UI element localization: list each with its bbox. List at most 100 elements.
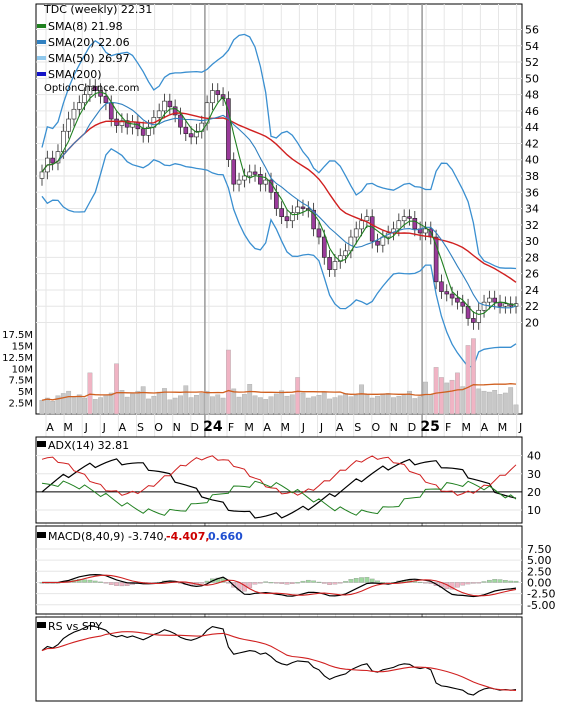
volume-bar [241,394,247,415]
macd-histogram-bar [343,581,348,583]
volume-bar [492,390,498,415]
candle-body [433,236,439,283]
volume-bar [470,338,476,415]
candle-body [407,216,412,219]
macd-tick-label: 5.00 [527,554,552,567]
volume-bar [76,394,82,415]
candle-body [412,218,418,230]
volume-bar [44,397,50,415]
candle-body [263,179,268,185]
candle-body [215,90,221,95]
volume-bar [295,377,301,415]
volume-bar [353,395,359,415]
volume-bar [130,393,135,415]
macd-histogram-bar [353,578,359,583]
macd-line [42,573,517,598]
candle-body [162,100,167,112]
candle-body [300,206,306,209]
candle-body [369,216,375,242]
volume-bar [513,404,519,415]
volume-bar [391,397,396,415]
candle-body [460,301,466,307]
volume-tick-label: 12.5M [2,353,33,364]
price-tick-label: 38 [525,170,539,183]
x-tick-label: D [408,421,416,434]
price-tick-label: 56 [525,24,539,37]
macd-histogram-bar [332,582,338,585]
volume-bar [146,398,151,415]
volume-bar [162,388,167,415]
price-tick-label: 48 [525,89,539,102]
macd-histogram-bar [284,582,290,585]
adx-line [41,458,517,519]
volume-bar [151,395,157,415]
volume-bar [194,395,199,415]
volume-bar [327,398,332,415]
candle-body [172,106,178,116]
volume-bar [385,393,391,415]
volume-bar [226,349,231,415]
x-tick-label: A [119,421,127,434]
macd-y-axis: 7.505.002.500.00-2.50-5.00 [527,543,555,612]
volume-bar [300,392,306,415]
adx-tick-label: 20 [527,486,541,499]
macd-histogram-bar [348,579,354,583]
volume-average-line [41,383,517,401]
price-tick-label: 22 [525,300,539,313]
macd-tick-label: 0.00 [527,576,552,589]
volume-bar [215,394,221,415]
volume-bar [82,397,88,415]
x-tick-label: S [354,421,361,434]
x-tick-label: F [445,421,451,434]
candle-body [236,179,242,185]
x-tick-label: M [281,421,291,434]
volume-bar [140,386,146,415]
candle-body [92,86,98,91]
legend-sma8: SMA(8) 21.98 [48,20,123,33]
price-tick-label: 34 [525,203,539,216]
candle-body [290,212,295,222]
candle-body [167,100,173,108]
volume-bar [348,396,354,415]
macd-label: MACD(8,40,9) -3.740, [48,530,167,543]
candle-body [226,98,231,161]
volume-bar [135,390,141,415]
macd-histogram-bar [82,579,87,583]
legend-sma50-swatch [37,56,46,60]
candle-body [492,297,497,303]
volume-tick-label: 5M [18,387,33,398]
macd-histogram-bar [481,581,487,583]
adx-swatch [37,441,46,447]
volume-bar [156,391,162,415]
volume-bars [39,338,519,415]
candle-body [316,228,322,238]
macd-histogram-bar [98,581,103,583]
x-tick-label: A [46,421,54,434]
volume-bar [108,392,114,415]
candle-body [39,171,45,179]
macd-histogram-bar [305,579,311,583]
volume-bar [268,396,274,415]
candle-body [396,220,402,230]
macd-histogram-bar [497,579,503,583]
macd-histogram-bar [513,580,519,583]
candle-body [321,236,327,258]
candle-body [481,301,487,311]
macd-histogram-bar [92,580,98,583]
macd-panel-border [35,525,523,615]
adx-tick-label: 40 [527,450,541,463]
macd-histogram-bar [327,582,332,585]
volume-bar [316,395,322,415]
volume-bar [183,385,189,415]
rs-line [41,624,517,696]
adx-tick-label: 10 [527,504,541,517]
rs-average-line [41,631,517,691]
macd-histogram-bar [273,582,279,584]
volume-bar [39,400,45,415]
volume-bar [321,391,327,415]
candle-body [258,174,263,185]
candle-body [279,208,284,217]
macd-histogram-bar [204,580,210,583]
volume-bar [231,388,237,415]
